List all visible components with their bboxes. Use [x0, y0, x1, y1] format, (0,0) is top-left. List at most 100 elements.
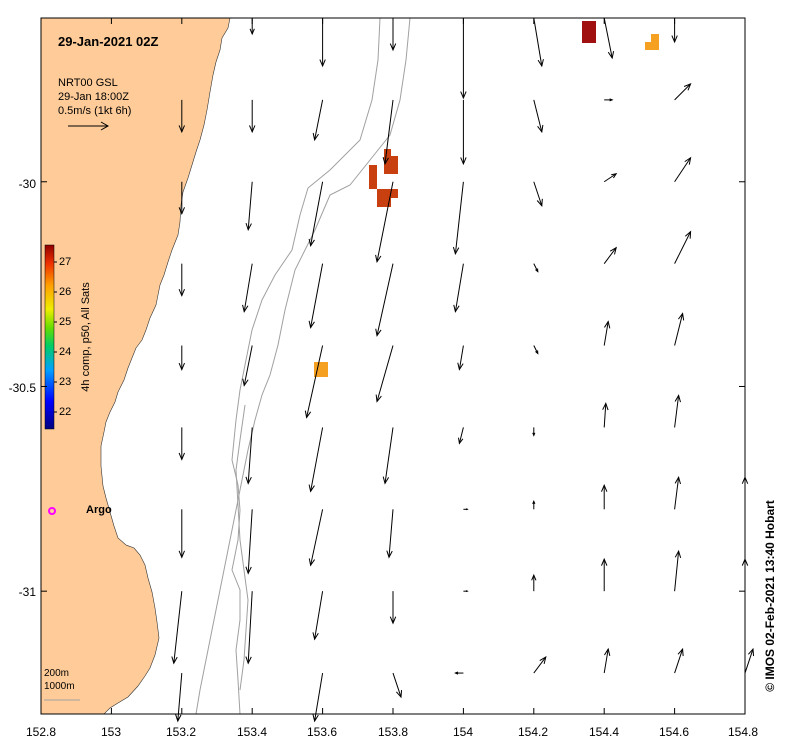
current-vector	[375, 345, 394, 403]
current-vector	[603, 17, 615, 60]
current-vector	[178, 509, 185, 559]
current-vector	[308, 263, 324, 329]
current-vector	[312, 672, 324, 723]
product-line-1: NRT00 GSL	[58, 77, 118, 89]
current-vectors	[171, 17, 755, 723]
scale-arrow	[68, 121, 110, 131]
current-vector	[178, 427, 185, 461]
x-tick-label: 154	[452, 725, 474, 739]
current-vector	[458, 427, 464, 445]
product-line-3: 0.5m/s (1kt 6h)	[58, 105, 132, 117]
depth-legend: 200m 1000m	[44, 667, 75, 693]
current-vector	[308, 427, 324, 493]
colorbar-tick-label: 22	[59, 406, 72, 418]
colorbar-tick-label: 24	[59, 346, 72, 358]
current-vector	[601, 484, 608, 510]
colorbar	[44, 244, 55, 430]
current-vector	[178, 99, 185, 134]
argo-label: Argo	[86, 504, 112, 516]
colorbar-tick-label: 26	[59, 286, 72, 298]
current-vector	[453, 263, 464, 313]
current-vector	[375, 181, 394, 264]
current-vector	[674, 647, 684, 674]
sst-patch	[582, 21, 596, 43]
current-vector	[674, 312, 685, 346]
current-vector	[532, 427, 536, 437]
current-vector	[533, 345, 539, 355]
argo-float-marker[interactable]	[48, 507, 56, 515]
sst-patch	[314, 362, 328, 377]
axis-ticks	[40, 18, 746, 714]
current-vector	[674, 549, 682, 592]
current-vector	[603, 647, 611, 674]
current-vector	[319, 18, 326, 68]
current-vector	[308, 181, 324, 248]
current-vector	[603, 246, 617, 264]
x-tick-label: 153.2	[165, 725, 197, 739]
current-vector	[178, 263, 185, 297]
current-vector	[312, 591, 324, 641]
product-line-2: 29-Jan 18:00Z	[58, 91, 129, 103]
imos-credit: © IMOS 02-Feb-2021 13:40 Hobart	[763, 500, 777, 692]
x-tick-label: 154.2	[517, 725, 549, 739]
current-vector	[604, 98, 614, 102]
current-vector	[242, 345, 253, 387]
sst-patch	[377, 189, 391, 207]
current-vector	[171, 591, 183, 665]
current-vector	[533, 656, 547, 674]
current-vector	[245, 427, 253, 485]
current-vector	[603, 320, 611, 346]
x-tick-label: 152.8	[25, 725, 57, 739]
current-vector	[533, 181, 543, 207]
isobath-200m	[231, 17, 381, 715]
current-vector	[454, 671, 464, 675]
colorbar-tick-label: 27	[59, 256, 72, 268]
current-vector	[312, 99, 324, 142]
colorbar-title: 4h comp, p50, All Sats	[80, 282, 92, 392]
current-vector	[457, 345, 464, 371]
x-tick-label: 153.8	[377, 725, 409, 739]
current-vector	[389, 591, 397, 625]
current-vector	[533, 17, 544, 68]
colorbar-tick-label: 25	[59, 316, 72, 328]
current-vector	[674, 82, 692, 101]
isobath-1000m	[195, 17, 411, 715]
current-vector	[674, 394, 681, 428]
map-title: 29-Jan-2021 02Z	[58, 34, 159, 49]
current-vector	[602, 402, 609, 428]
current-vector	[463, 508, 469, 511]
current-vector	[249, 99, 256, 134]
current-vector	[304, 345, 324, 419]
sst-patch	[384, 149, 391, 158]
current-vector	[175, 673, 183, 723]
sst-patch	[645, 42, 659, 50]
depth-legend-1000m: 1000m	[44, 681, 75, 692]
x-tick-label: 154.8	[727, 725, 759, 739]
isobath-inner	[235, 404, 249, 691]
current-vector	[308, 509, 324, 567]
x-tick-label: 154.6	[658, 725, 690, 739]
current-vector	[392, 672, 403, 699]
y-tick-label: -30.5	[8, 381, 36, 395]
current-vector	[245, 181, 253, 232]
current-vector	[382, 427, 394, 485]
current-vector	[532, 500, 536, 510]
current-vector	[245, 591, 253, 665]
sst-patch	[369, 165, 377, 189]
current-vector	[460, 18, 467, 100]
current-vector	[452, 181, 464, 256]
x-tick-label: 153	[100, 725, 122, 739]
current-vector	[674, 230, 692, 264]
current-vector	[601, 557, 608, 592]
sst-patch	[391, 189, 398, 198]
current-vector	[531, 573, 537, 592]
colorbar-tick-label: 23	[59, 376, 72, 388]
current-vector	[386, 509, 394, 559]
x-tick-label: 153.4	[236, 725, 268, 739]
current-vector	[463, 590, 469, 593]
y-tick-label: -30	[18, 177, 36, 191]
current-vector	[674, 156, 692, 183]
current-vector	[674, 476, 681, 510]
product-info: NRT00 GSL 29-Jan 18:00Z 0.5m/s (1kt 6h)	[58, 76, 131, 118]
